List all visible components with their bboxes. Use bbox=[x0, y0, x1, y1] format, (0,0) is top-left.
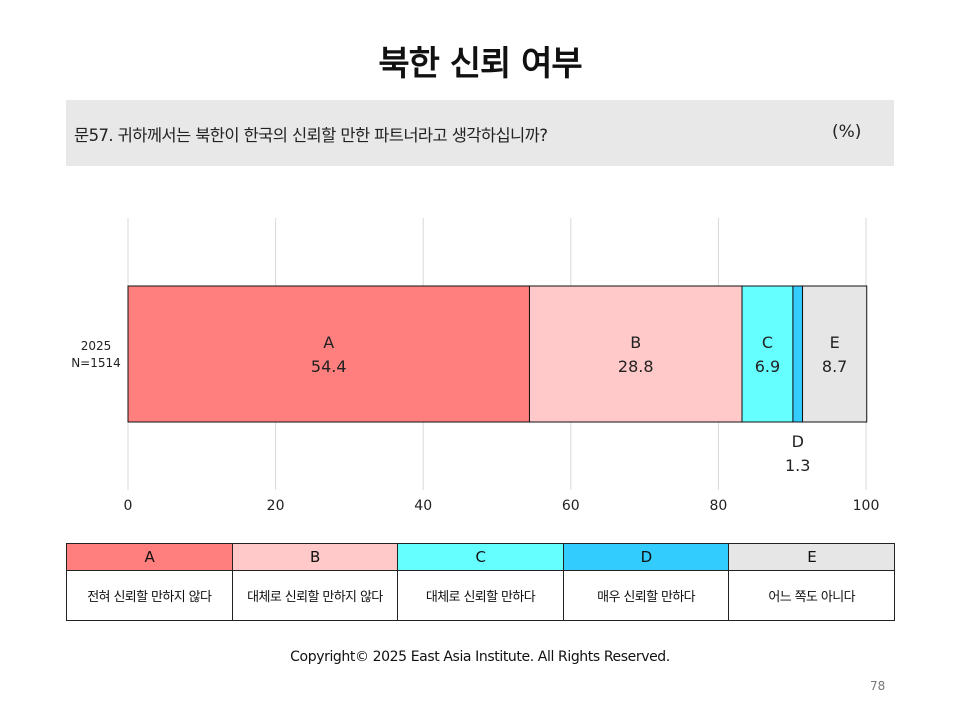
series-label-b: B bbox=[630, 333, 641, 352]
question-text: 문57. 귀하께서는 북한이 한국의 신뢰할 만한 파트너라고 생각하십니까? bbox=[74, 126, 548, 145]
question-box: 문57. 귀하께서는 북한이 한국의 신뢰할 만한 파트너라고 생각하십니까? … bbox=[66, 100, 894, 166]
x-tick-label: 100 bbox=[853, 498, 880, 514]
x-tick-label: 80 bbox=[709, 498, 727, 514]
stacked-bar-chart: A 54.4 B 28.8 C 6.9 D 1.3 E 8.7 2025 N=1514 0 20 40 60 8… bbox=[71, 218, 880, 514]
legend-key-b: B bbox=[231, 543, 399, 571]
data-label-d: 1.3 bbox=[785, 456, 810, 475]
bar-segment-e bbox=[802, 285, 868, 423]
bar-segment-a bbox=[127, 285, 530, 423]
x-tick-label: 60 bbox=[562, 498, 580, 514]
data-label-b: 28.8 bbox=[618, 357, 654, 376]
legend-label-a: 전혀 신뢰할 만하지 않다 bbox=[66, 570, 233, 621]
page-number: 78 bbox=[870, 679, 886, 693]
data-label-c: 6.9 bbox=[755, 357, 780, 376]
series-label-d: D bbox=[792, 432, 804, 451]
x-tick-label: 40 bbox=[414, 498, 432, 514]
legend-label-b: 대체로 신뢰할 만하지 않다 bbox=[231, 570, 399, 621]
legend-key-a: A bbox=[66, 543, 233, 571]
x-tick-label: 0 bbox=[124, 498, 133, 514]
legend-key-d: D bbox=[562, 543, 730, 571]
legend-label-e: 어느 쪽도 아니다 bbox=[728, 570, 895, 621]
category-label: N=1514 bbox=[71, 356, 121, 370]
series-label-c: C bbox=[762, 333, 773, 352]
x-tick-label: 20 bbox=[267, 498, 285, 514]
unit-label: (%) bbox=[832, 122, 862, 142]
page-title: 북한 신뢰 여부 bbox=[378, 44, 582, 84]
series-label-e: E bbox=[830, 333, 840, 352]
legend-label-row: 전혀 신뢰할 만하지 않다 대체로 신뢰할 만하지 않다 대체로 신뢰할 만하다 매우… bbox=[66, 570, 895, 621]
legend-label-c: 대체로 신뢰할 만하다 bbox=[397, 570, 564, 621]
series-label-a: A bbox=[323, 333, 334, 352]
legend-key-c: C bbox=[397, 543, 564, 571]
bar-segment-c bbox=[741, 285, 794, 423]
bar-segment-b bbox=[528, 285, 743, 423]
bar-segment-d bbox=[792, 285, 804, 423]
data-label-e: 8.7 bbox=[822, 357, 847, 376]
legend-label-d: 매우 신뢰할 만하다 bbox=[562, 570, 730, 621]
legend-key-e: E bbox=[728, 543, 895, 571]
copyright-text: Copyright© 2025 East Asia Institute. All… bbox=[290, 649, 670, 665]
data-label-a: 54.4 bbox=[311, 357, 347, 376]
category-label: 2025 bbox=[81, 339, 112, 353]
